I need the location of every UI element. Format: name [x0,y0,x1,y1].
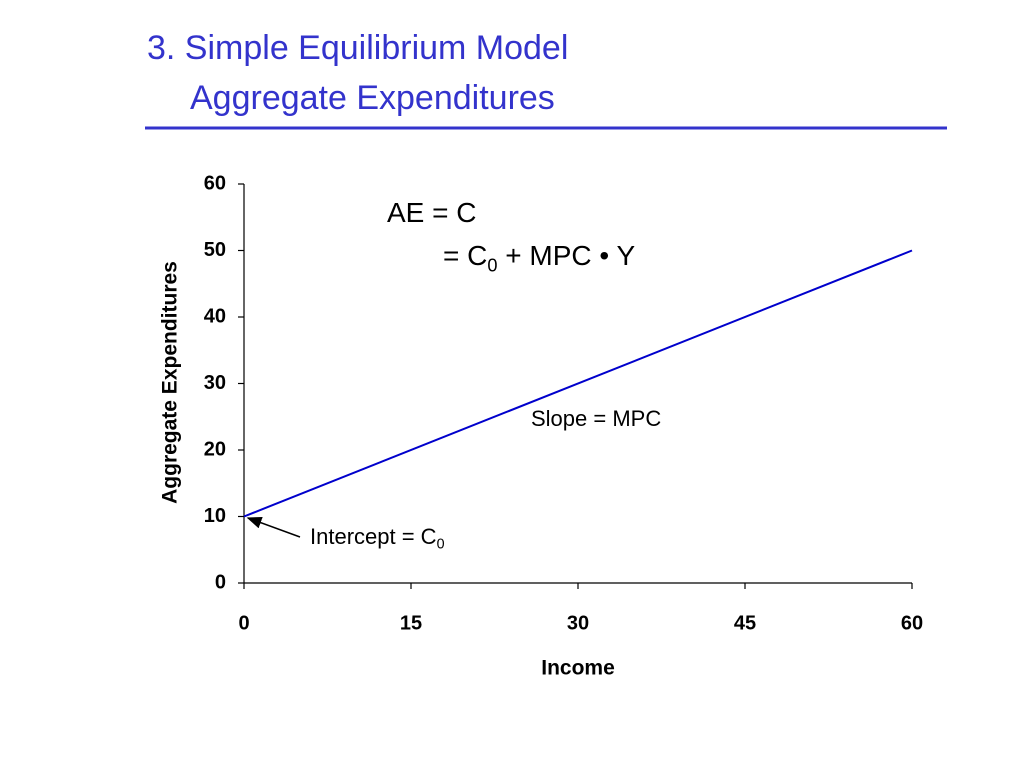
y-tick-label: 50 [204,239,226,261]
annotation-text: Intercept = C [310,524,437,549]
ae-line [243,249,913,518]
x-tick-label: 60 [901,612,923,634]
annotation-text: = C [443,240,487,271]
annotation: Intercept = C0 [310,524,445,553]
annotation: = C0 + MPC • Y [443,240,635,275]
slide-subtitle: Aggregate Expenditures [190,79,555,117]
x-tick-label: 0 [238,612,249,634]
slide-title: 3. Simple Equilibrium Model [147,29,568,67]
y-tick-label: 40 [204,305,226,327]
y-axis-label: Aggregate Expenditures [159,261,182,504]
y-tick-label: 30 [204,372,226,394]
annotation-subscript: 0 [487,255,497,275]
x-axis-label: Income [541,657,615,680]
y-tick-label: 60 [204,172,226,194]
annotation-text: AE = C [387,197,476,228]
annotation-arrow [246,516,301,538]
annotation: Slope = MPC [531,406,661,431]
y-tick-label: 10 [204,505,226,527]
annotation: AE = C [387,197,476,228]
y-tick-label: 20 [204,438,226,460]
y-tick-label: 0 [215,571,226,593]
x-tick-label: 30 [567,612,589,634]
annotation-text: Slope = MPC [531,406,661,431]
annotation-text: + MPC • Y [497,240,635,271]
annotation-subscript: 0 [437,536,445,552]
x-tick-label: 15 [400,612,422,634]
x-tick-label: 45 [734,612,756,634]
